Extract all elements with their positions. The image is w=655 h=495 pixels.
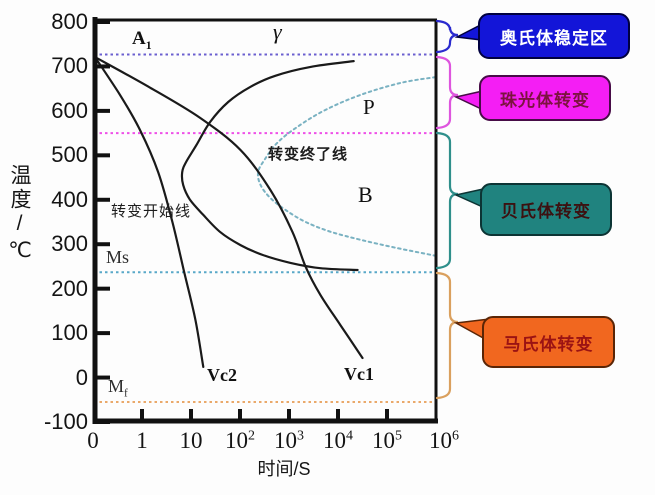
callout-martensite-text: 马氏体转变 (503, 334, 594, 354)
y-axis-title: 温度/℃ (8, 164, 31, 265)
x-tick-label-1: 1 (136, 428, 148, 453)
curve-start_line (180, 60, 359, 272)
callout-austenite-stable-text: 奥氏体稳定区 (500, 28, 608, 48)
x-tick-label-10: 10 (179, 428, 203, 453)
y-tick-label-800: 800 (51, 9, 88, 34)
y-tick-label-100: 100 (51, 320, 88, 346)
callout-bainite-text: 贝氏体转变 (501, 202, 591, 221)
vc2-label: Vc2 (207, 365, 237, 385)
vc1-label: Vc1 (344, 364, 374, 384)
callout-martensite: 马氏体转变 (482, 316, 615, 368)
brace-bainite (435, 131, 459, 270)
ms-label: Ms (106, 247, 130, 267)
callout-pearlite-text: 珠光体转变 (500, 90, 590, 110)
y-tick-label-700: 700 (51, 53, 88, 79)
x-tick-label-105: 105 (372, 428, 402, 453)
callout-bainite: 贝氏体转变 (480, 183, 612, 236)
y-tick-label-400: 400 (51, 186, 88, 212)
y-tick-label--100: -100 (43, 409, 88, 434)
end-line-label: 转变终了线 (268, 146, 349, 163)
brace-austenite-stable (435, 19, 459, 54)
start-line-label: 转变开始线 (111, 203, 192, 220)
x-tick-label-103: 103 (274, 428, 304, 453)
callout-pearlite: 珠光体转变 (479, 75, 611, 121)
y-tick-label-300: 300 (51, 231, 88, 257)
callout-austenite-stable: 奥氏体稳定区 (478, 13, 630, 59)
y-tick-label-200: 200 (51, 275, 88, 301)
curve-vc1 (93, 56, 364, 360)
y-tick-label-0: 0 (75, 364, 88, 390)
brace-martensite (435, 271, 459, 400)
x-axis-title: 时间/S (257, 459, 311, 479)
x-tick-label-0: 0 (87, 428, 99, 453)
mf-label: Mf (108, 376, 128, 400)
y-tick-label-600: 600 (51, 97, 88, 123)
pearlite-region-label: P (363, 95, 375, 119)
brace-pearlite (435, 55, 459, 130)
bainite-region-label: B (358, 182, 373, 207)
y-tick-label-500: 500 (51, 142, 88, 168)
x-tick-label-102: 102 (225, 428, 255, 453)
x-tick-label-106: 106 (429, 428, 459, 453)
curve-vc2 (93, 56, 205, 368)
curve-end_line (256, 76, 437, 257)
a1-label: A1 (132, 28, 152, 52)
x-tick-label-104: 104 (323, 428, 353, 453)
gamma-region-label: γ (273, 19, 282, 44)
